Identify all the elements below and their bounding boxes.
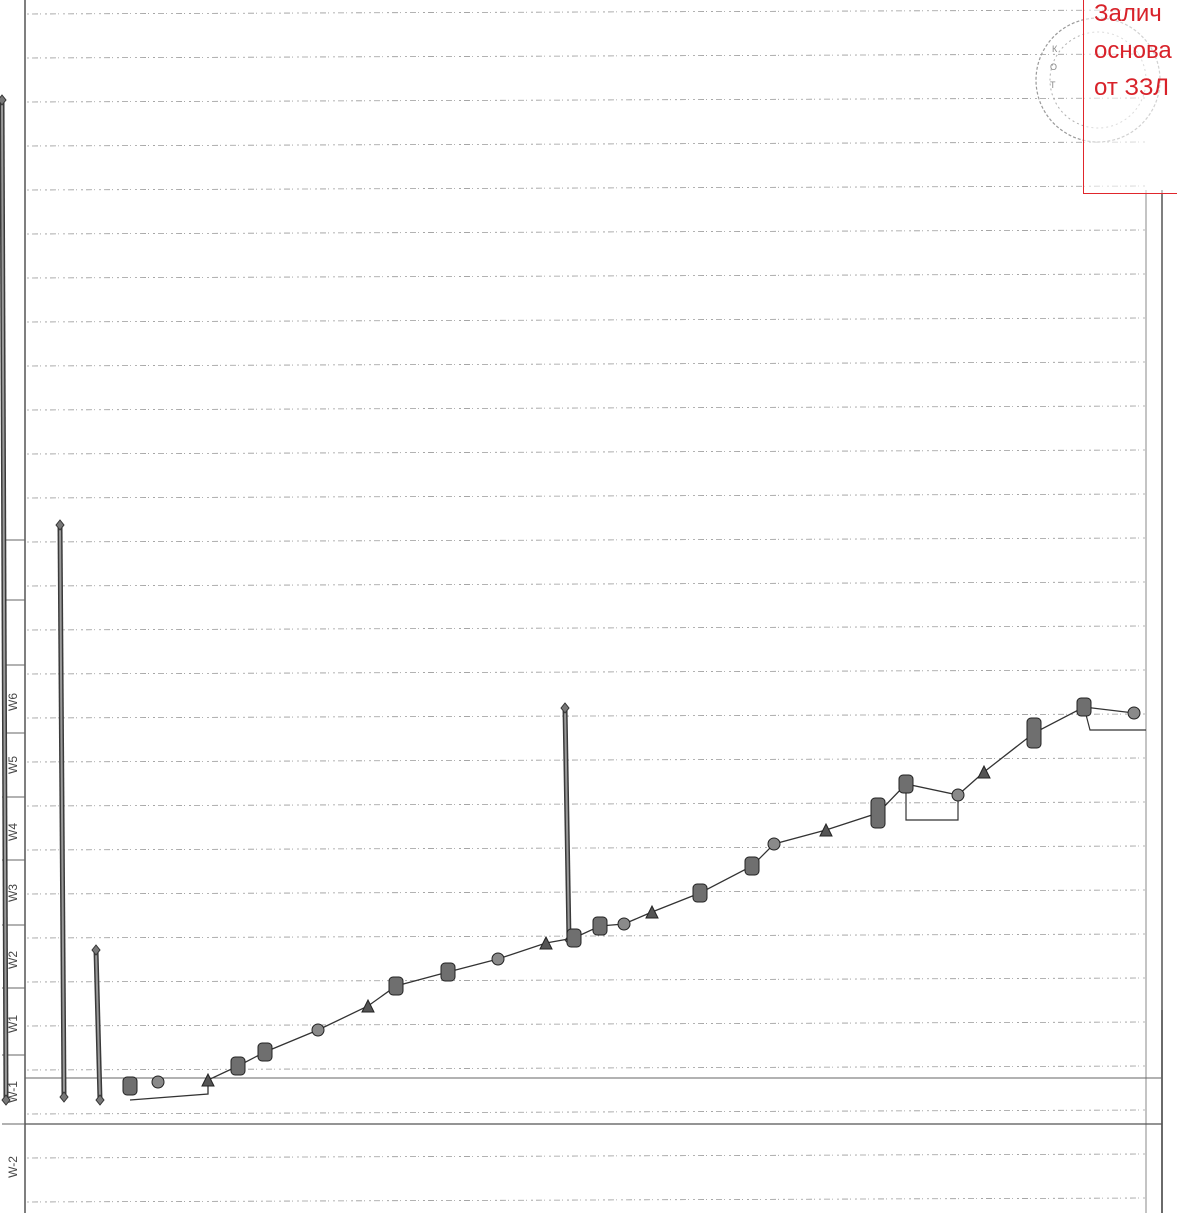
task-node-icon bbox=[898, 774, 914, 794]
row-gridline bbox=[26, 273, 1146, 279]
row-gridline bbox=[26, 757, 1146, 763]
row-gridline bbox=[26, 97, 1146, 103]
row-gridline bbox=[26, 141, 1146, 147]
stamp-line-1: Залич bbox=[1094, 0, 1162, 27]
row-gridline bbox=[26, 1197, 1146, 1203]
row-gridline bbox=[26, 361, 1146, 367]
task-node-icon bbox=[566, 928, 582, 948]
connector-arrow-icon bbox=[819, 822, 833, 837]
week-label-w1: W1 bbox=[6, 1015, 20, 1033]
task-node-icon bbox=[230, 1056, 246, 1076]
row-gridline bbox=[26, 229, 1146, 235]
summary-bars bbox=[0, 94, 574, 1106]
task-node-icon bbox=[692, 883, 708, 903]
row-gridline bbox=[26, 537, 1146, 543]
connector-arrow-icon bbox=[361, 998, 375, 1013]
row-gridline bbox=[26, 449, 1146, 455]
row-gridline bbox=[26, 669, 1146, 675]
summary-bar-icon bbox=[91, 944, 105, 1106]
connector-arrow-icon bbox=[539, 935, 553, 950]
task-nodes bbox=[122, 697, 1141, 1096]
milestone-diamond-icon bbox=[1, 1094, 11, 1106]
connector-arrow-icon bbox=[129, 706, 1135, 1101]
row-gridline bbox=[26, 185, 1146, 191]
task-dependency-path bbox=[129, 706, 1146, 1101]
week-label-w-minus-1: W-1 bbox=[6, 1081, 20, 1103]
task-node-icon bbox=[617, 917, 631, 931]
task-node-icon bbox=[122, 1076, 138, 1096]
task-node-icon bbox=[592, 916, 608, 936]
row-gridline bbox=[26, 1109, 1146, 1115]
milestone-diamond-icon bbox=[560, 702, 570, 714]
week-label-w-minus-2: W-2 bbox=[6, 1156, 20, 1178]
row-gridline bbox=[26, 889, 1146, 895]
approval-stamp-note: Залич основа от ЗЗЛ bbox=[1083, 0, 1177, 194]
seal-letter: О bbox=[1050, 62, 1057, 72]
milestone-diamond-icon bbox=[91, 944, 101, 956]
stamp-line-2: основа bbox=[1094, 37, 1172, 64]
summary-bar-icon bbox=[560, 702, 574, 946]
week-label-w5: W5 bbox=[6, 756, 20, 774]
task-node-icon bbox=[744, 856, 760, 876]
task-node-icon bbox=[388, 976, 404, 996]
task-node-icon bbox=[311, 1023, 325, 1037]
row-gridline bbox=[26, 801, 1146, 807]
week-label-w4: W4 bbox=[6, 823, 20, 841]
row-gridline bbox=[26, 977, 1146, 983]
row-gridline bbox=[26, 581, 1146, 587]
row-gridline bbox=[26, 713, 1146, 719]
milestone-diamond-icon bbox=[0, 94, 7, 106]
week-label-w3: W3 bbox=[6, 884, 20, 902]
week-label-w6: W6 bbox=[6, 693, 20, 711]
milestone-diamond-icon bbox=[59, 1091, 69, 1103]
task-node-icon bbox=[951, 788, 965, 802]
row-gridline bbox=[26, 1021, 1146, 1027]
row-gridline bbox=[26, 493, 1146, 499]
task-node-icon bbox=[257, 1042, 273, 1062]
summary-bar-icon bbox=[55, 519, 69, 1103]
summary-bar-icon bbox=[0, 94, 11, 1106]
task-node-icon bbox=[1127, 706, 1141, 720]
task-node-icon bbox=[1026, 717, 1042, 749]
row-gridlines bbox=[26, 9, 1146, 1203]
week-label-w2: W2 bbox=[6, 951, 20, 969]
connector-arrow-icon bbox=[645, 904, 659, 919]
task-node-icon bbox=[1076, 697, 1092, 717]
row-gridline bbox=[26, 625, 1146, 631]
connector-arrow-icon bbox=[201, 1072, 215, 1087]
row-gridline bbox=[26, 1153, 1146, 1159]
row-gridline bbox=[26, 1065, 1146, 1071]
row-gridline bbox=[26, 317, 1146, 323]
seal-letter: К bbox=[1052, 44, 1058, 54]
seal-letter: Т bbox=[1050, 80, 1056, 90]
timeline-frame bbox=[24, 0, 1163, 1213]
task-node-icon bbox=[491, 952, 505, 966]
row-gridline bbox=[26, 53, 1146, 59]
task-node-icon bbox=[440, 962, 456, 982]
task-node-icon bbox=[151, 1075, 165, 1089]
row-gridline bbox=[26, 845, 1146, 851]
row-gridline bbox=[26, 9, 1146, 15]
task-node-icon bbox=[767, 837, 781, 851]
connector-arrow-icon bbox=[905, 784, 959, 821]
connector-arrow-icon bbox=[977, 764, 991, 779]
milestone-diamond-icon bbox=[95, 1094, 105, 1106]
row-gridline bbox=[26, 405, 1146, 411]
task-node-icon bbox=[870, 797, 886, 829]
row-gridline bbox=[26, 933, 1146, 939]
stamp-line-3: от ЗЗЛ bbox=[1094, 74, 1169, 101]
milestone-diamond-icon bbox=[55, 519, 65, 531]
